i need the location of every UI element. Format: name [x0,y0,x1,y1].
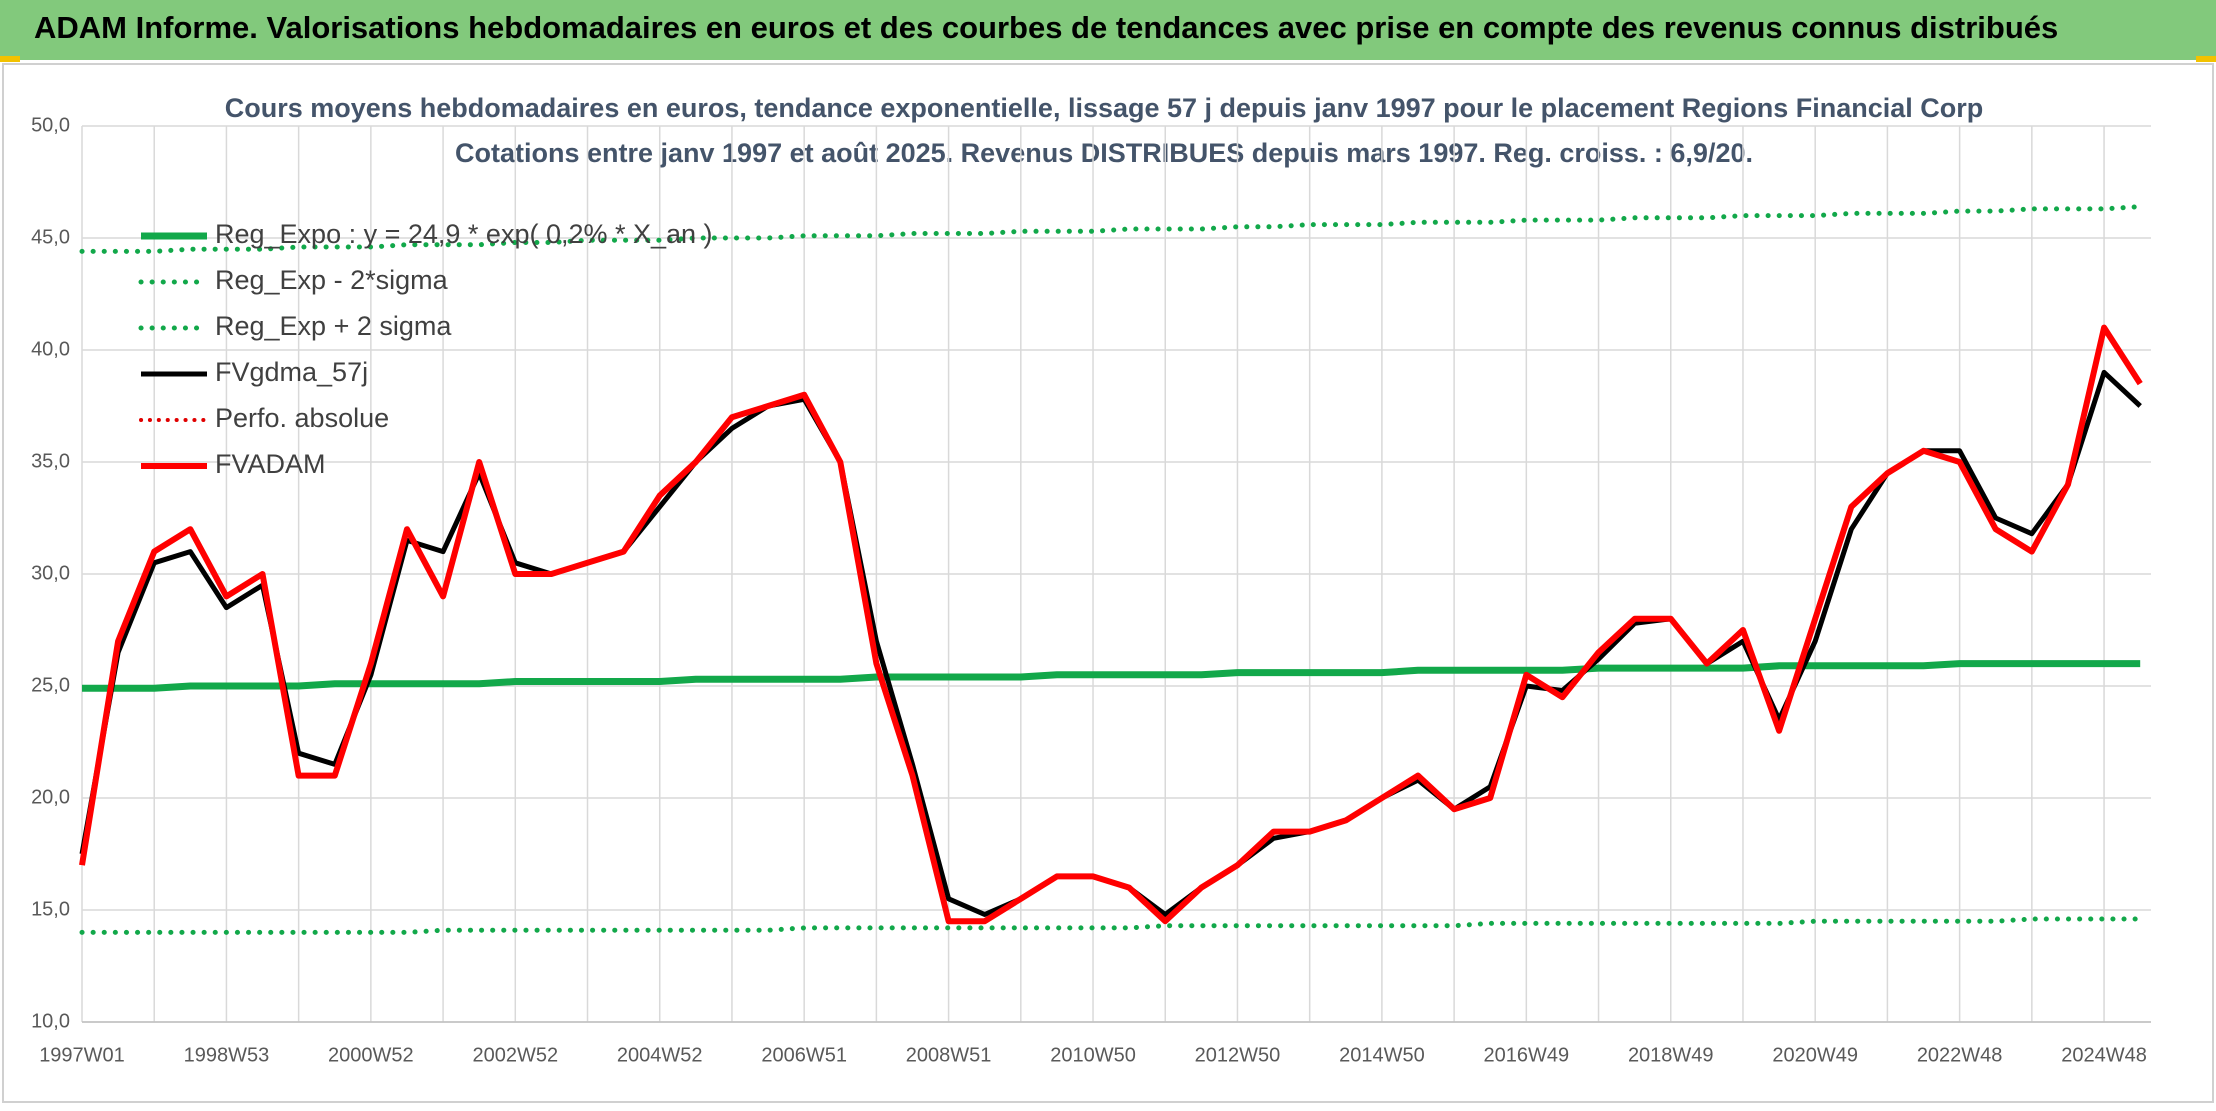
y-tick-label: 15,0 [31,898,70,920]
chart-subtitle: Cotations entre janv 1997 et août 2025. … [455,138,1753,168]
x-tick-label: 1997W01 [39,1044,125,1066]
y-tick-label: 30,0 [31,562,70,584]
banner-title: ADAM Informe. Valorisations hebdomadaire… [34,10,2058,45]
x-tick-label: 2016W49 [1484,1044,1570,1066]
x-tick-label: 2012W50 [1195,1044,1281,1066]
banner-band [0,0,2216,60]
chart-title: Cours moyens hebdomadaires en euros, ten… [225,93,1984,123]
chart-frame [2,63,2214,1103]
y-tick-label: 25,0 [31,674,70,696]
legend-label: FVADAM [215,449,326,479]
x-tick-label: 2008W51 [906,1044,992,1066]
legend-label: Reg_Exp + 2 sigma [215,311,452,341]
series-line [79,324,2143,925]
y-tick-label: 50,0 [31,114,70,136]
x-tick-label: 1998W53 [184,1044,270,1066]
legend-label: Reg_Exp - 2*sigma [215,265,449,295]
x-tick-label: 2000W52 [328,1044,414,1066]
y-tick-label: 35,0 [31,450,70,472]
x-tick-label: 2002W52 [472,1044,558,1066]
legend-label: FVgdma_57j [215,357,368,387]
x-tick-label: 2020W49 [1772,1044,1858,1066]
y-tick-label: 40,0 [31,338,70,360]
corner [0,56,20,62]
y-tick-label: 45,0 [31,226,70,248]
x-tick-label: 2018W49 [1628,1044,1714,1066]
x-tick-label: 2004W52 [617,1044,703,1066]
corner [2196,56,2216,62]
y-tick-label: 10,0 [31,1010,70,1032]
series-line [79,916,2143,935]
legend-label: Perfo. absolue [215,403,389,433]
legend-label: Reg_Expo : y = 24,9 * exp( 0,2% * X_an ) [215,219,713,249]
series-line [79,204,2143,254]
y-tick-label: 20,0 [31,786,70,808]
x-tick-label: 2022W48 [1917,1044,2003,1066]
x-tick-label: 2006W51 [761,1044,847,1066]
x-tick-label: 2024W48 [2061,1044,2147,1066]
x-tick-label: 2010W50 [1050,1044,1136,1066]
x-tick-label: 2014W50 [1339,1044,1425,1066]
